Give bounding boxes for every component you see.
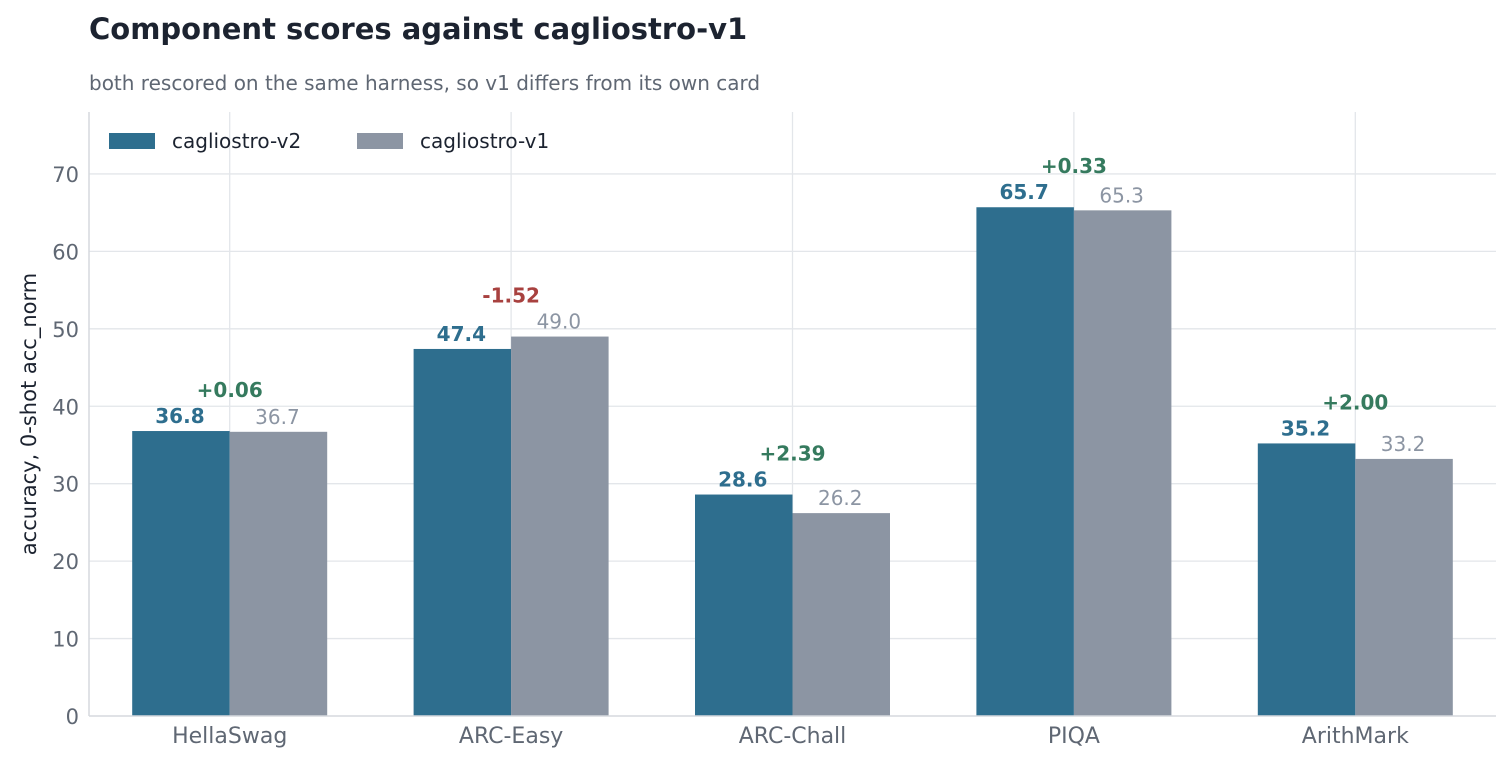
- legend: cagliostro-v2 cagliostro-v1: [109, 129, 549, 153]
- delta-label: +0.06: [197, 378, 263, 402]
- legend-swatch-cagliostro-v2: [109, 133, 155, 149]
- y-tick-label: 50: [52, 318, 79, 342]
- bar-cagliostro-v2-HellaSwag: [132, 431, 230, 716]
- x-tick-label: HellaSwag: [172, 724, 287, 749]
- legend-swatch-cagliostro-v1: [357, 133, 403, 149]
- value-label-v1: 65.3: [1099, 183, 1144, 207]
- value-label-v1: 26.2: [818, 486, 863, 510]
- delta-label: +2.39: [759, 442, 825, 466]
- delta-label: +0.33: [1041, 154, 1107, 178]
- y-axis-label: accuracy, 0-shot acc_norm: [17, 273, 42, 555]
- bar-cagliostro-v1-ARC-Chall: [792, 513, 890, 716]
- y-tick-label: 70: [52, 163, 79, 187]
- y-tick-label: 20: [52, 550, 79, 574]
- x-tick-label: ARC-Chall: [739, 724, 847, 749]
- bar-cagliostro-v1-PIQA: [1073, 210, 1172, 717]
- value-label-v2: 65.7: [999, 180, 1048, 204]
- bar-cagliostro-v2-ARC-Chall: [695, 494, 793, 716]
- x-tick-label: PIQA: [1048, 724, 1100, 749]
- bar-cagliostro-v2-ARC-Easy: [413, 348, 512, 716]
- value-label-v2: 35.2: [1281, 416, 1330, 440]
- data-labels: 36.8 47.4 28.6 65.7 35.2 36.7 49.0 26.2 65.3 33.2…: [155, 154, 1425, 510]
- y-tick-label: 10: [52, 628, 79, 652]
- bars: [132, 207, 1453, 717]
- legend-label: cagliostro-v1: [420, 129, 549, 153]
- bar-cagliostro-v2-PIQA: [976, 207, 1074, 716]
- value-label-v2: 36.8: [155, 404, 204, 428]
- bar-cagliostro-v1-ArithMark: [1355, 458, 1453, 716]
- chart-title: Component scores against cagliostro-v1: [89, 12, 748, 46]
- delta-label: -1.52: [482, 284, 540, 308]
- value-label-v2: 47.4: [437, 322, 486, 346]
- y-tick-label: 0: [66, 705, 79, 729]
- bar-cagliostro-v1-HellaSwag: [229, 431, 328, 716]
- value-label-v1: 36.7: [255, 405, 300, 429]
- value-label-v2: 28.6: [718, 468, 767, 492]
- axes: 0 10 20 30 40 50 60 70 HellaSwag ARC-Easy ARC-Chal…: [52, 112, 1496, 749]
- delta-label: +2.00: [1322, 390, 1388, 414]
- chart-subtitle: both rescored on the same harness, so v1…: [89, 71, 761, 95]
- value-label-v1: 49.0: [537, 310, 582, 334]
- legend-label: cagliostro-v2: [172, 129, 301, 153]
- bar-cagliostro-v2-ArithMark: [1257, 443, 1356, 716]
- bar-cagliostro-v1-ARC-Easy: [511, 336, 609, 716]
- value-label-v1: 33.2: [1381, 432, 1426, 456]
- y-tick-label: 40: [52, 395, 79, 419]
- x-tick-label: ARC-Easy: [459, 724, 563, 749]
- y-tick-label: 60: [52, 240, 79, 264]
- y-tick-label: 30: [52, 473, 79, 497]
- x-tick-label: ArithMark: [1302, 724, 1409, 749]
